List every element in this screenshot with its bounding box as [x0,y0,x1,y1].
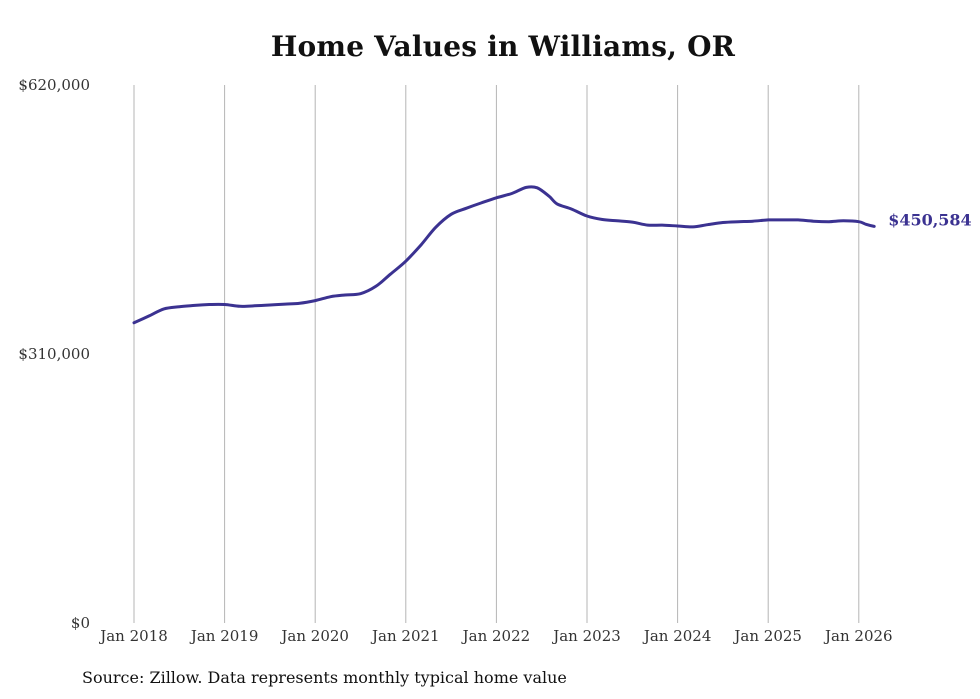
x-tick-label: Jan 2020 [279,627,349,645]
x-tick-label: Jan 2026 [823,627,893,645]
chart-title: Home Values in Williams, OR [270,30,736,63]
end-value-label: $450,584 [888,210,972,229]
x-tick-label: Jan 2023 [551,627,621,645]
y-axis-tick-labels: $0 $310,000 $620,000 [18,76,90,632]
y-tick-label: $620,000 [18,76,90,94]
source-note: Source: Zillow. Data represents monthly … [82,668,567,687]
x-tick-label: Jan 2019 [189,627,259,645]
x-tick-label: Jan 2022 [461,627,531,645]
x-tick-label: Jan 2024 [642,627,712,645]
y-tick-label: $310,000 [18,345,90,363]
grid-lines [133,85,860,623]
x-tick-label: Jan 2021 [370,627,440,645]
x-axis-tick-labels: Jan 2018 Jan 2019 Jan 2020 Jan 2021 Jan 2022… [98,627,892,645]
x-tick-label: Jan 2025 [732,627,802,645]
series-line [132,185,876,325]
series-layer: $450,584 [132,185,972,325]
x-tick-label: Jan 2018 [98,627,168,645]
y-tick-label: $0 [71,614,90,632]
